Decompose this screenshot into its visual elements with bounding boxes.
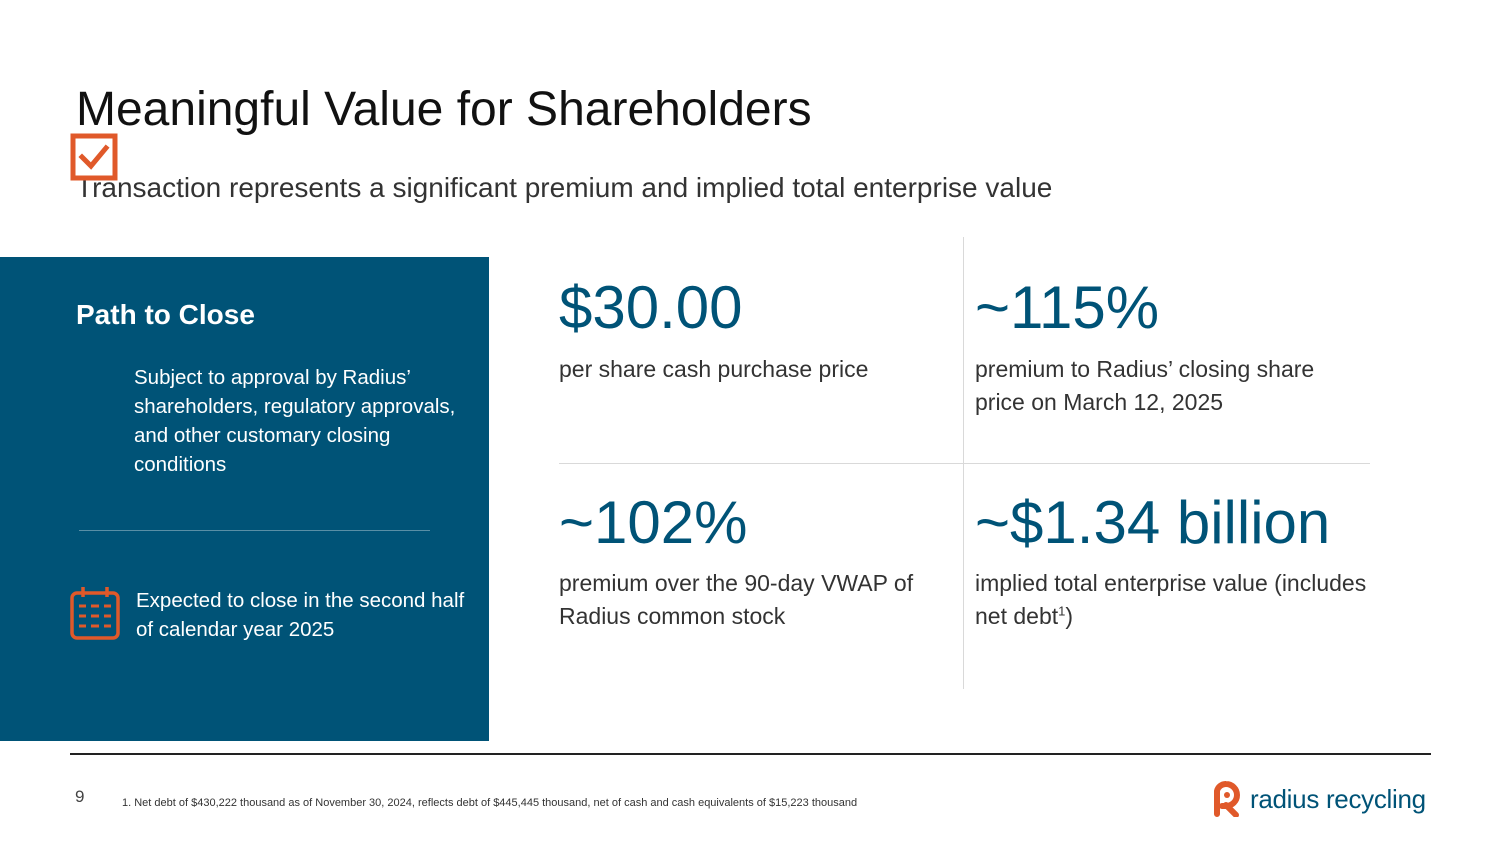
footnote-ref: 1 (1058, 603, 1066, 619)
enterprise-value-desc-suffix: ) (1065, 603, 1074, 629)
footer-rule (70, 753, 1431, 755)
metric-closing-premium-value: ~115% (975, 274, 1160, 341)
radius-logo-icon (1214, 781, 1240, 817)
path-to-close-panel: Path to Close Subject to approval by Rad… (0, 257, 489, 741)
page-title: Meaningful Value for Shareholders (76, 83, 812, 136)
metric-closing-premium-desc: premium to Radius’ closing share price o… (975, 356, 1315, 415)
page-subtitle: Transaction represents a significant pre… (76, 172, 1053, 203)
closing-timeline-text: Expected to close in the second half of … (136, 589, 465, 641)
footnote: 1. Net debt of $430,222 thousand as of N… (122, 797, 858, 809)
metric-purchase-price-desc: per share cash purchase price (559, 356, 869, 382)
panel-divider (79, 530, 430, 531)
metric-vwap-premium-desc: premium over the 90-day VWAP of Radius c… (559, 570, 914, 629)
metric-enterprise-value-value: ~$1.34 billion (975, 489, 1331, 556)
calendar-icon (70, 587, 120, 640)
checkbox-icon (70, 133, 118, 181)
approval-step-text: Subject to approval by Radius’ sharehold… (134, 366, 456, 476)
page-number: 9 (75, 787, 85, 806)
metric-enterprise-value-desc: implied total enterprise value (includes… (975, 567, 1370, 633)
path-to-close-heading: Path to Close (76, 299, 255, 330)
enterprise-value-desc-text: implied total enterprise value (includes… (975, 570, 1367, 629)
logo-text: radius recycling (1250, 783, 1426, 814)
metric-vwap-premium-value: ~102% (559, 489, 748, 556)
company-logo: radius recycling (1207, 781, 1426, 817)
metrics-horizontal-divider (559, 463, 1370, 464)
metric-purchase-price-value: $30.00 (559, 274, 743, 341)
